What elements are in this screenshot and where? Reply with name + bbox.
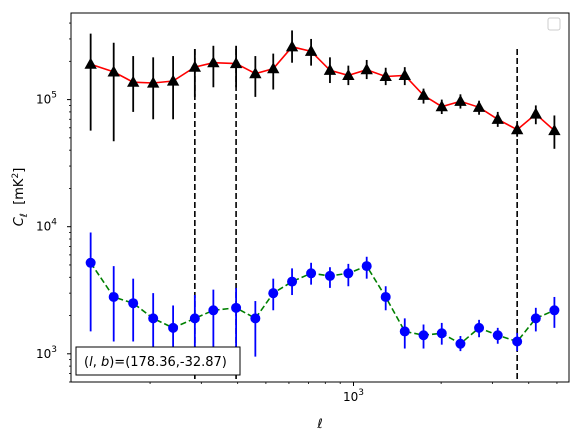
data-point-circle	[343, 268, 354, 279]
data-point-triangle	[342, 68, 355, 80]
y-tick-label: 103	[36, 345, 57, 361]
data-point-circle	[436, 328, 447, 339]
axis-ticks: 103 103 104 105	[36, 22, 558, 404]
series-line	[90, 45, 555, 132]
data-point-circle	[474, 322, 485, 333]
data-point-triangle	[249, 67, 262, 79]
data-point-triangle	[548, 124, 561, 136]
vertical-reference-lines	[194, 49, 518, 382]
annotation-text: (l, b)=(178.36,-32.87)	[84, 355, 227, 370]
data-series	[84, 30, 561, 360]
data-point-circle	[85, 257, 96, 268]
data-point-circle	[189, 313, 200, 324]
data-point-triangle	[360, 63, 373, 75]
data-point-triangle	[147, 76, 160, 88]
data-point-circle	[455, 338, 466, 349]
data-point-triangle	[285, 40, 299, 52]
data-point-circle	[530, 313, 541, 324]
data-point-circle	[231, 302, 242, 313]
data-point-circle	[361, 261, 372, 272]
data-point-triangle	[304, 44, 318, 56]
data-point-triangle	[417, 88, 430, 100]
data-point-circle	[399, 326, 410, 337]
legend-box	[547, 17, 561, 31]
data-point-triangle	[510, 123, 524, 135]
data-point-triangle	[166, 74, 180, 86]
plot-frame	[70, 12, 570, 383]
data-point-circle	[512, 336, 523, 347]
data-point-triangle	[107, 65, 120, 77]
data-point-triangle	[127, 75, 140, 87]
data-point-circle	[380, 291, 391, 302]
data-point-circle	[128, 298, 139, 309]
data-point-circle	[287, 276, 298, 287]
data-point-circle	[108, 291, 119, 302]
series-line	[90, 262, 555, 345]
data-point-triangle	[472, 100, 486, 112]
data-point-circle	[250, 313, 261, 324]
data-point-triangle	[491, 112, 504, 124]
series-2	[85, 232, 560, 360]
data-point-triangle	[229, 57, 243, 69]
data-point-triangle	[529, 107, 542, 119]
y-tick-label: 104	[36, 218, 57, 234]
data-point-circle	[306, 268, 317, 279]
series-1	[84, 30, 561, 149]
data-point-triangle	[84, 57, 97, 69]
y-axis-label: Cℓ [mK2]	[11, 168, 30, 227]
data-point-circle	[148, 313, 159, 324]
data-point-triangle	[323, 63, 337, 75]
data-point-circle	[324, 270, 335, 281]
x-axis-label: ℓ	[316, 417, 322, 432]
data-point-circle	[268, 288, 279, 299]
data-point-triangle	[267, 62, 280, 74]
data-point-triangle	[188, 60, 202, 72]
data-point-triangle	[207, 56, 220, 68]
data-point-circle	[208, 305, 219, 316]
data-point-circle	[418, 330, 429, 341]
data-point-circle	[492, 330, 503, 341]
data-point-triangle	[454, 94, 467, 106]
data-point-triangle	[435, 100, 448, 112]
annotation-box: (l, b)=(178.36,-32.87)	[75, 346, 241, 376]
data-point-triangle	[379, 69, 392, 82]
y-tick-label: 105	[36, 91, 57, 107]
x-tick-label: 103	[343, 388, 364, 404]
data-point-circle	[168, 322, 179, 333]
data-point-circle	[549, 305, 560, 316]
data-point-triangle	[398, 68, 411, 80]
